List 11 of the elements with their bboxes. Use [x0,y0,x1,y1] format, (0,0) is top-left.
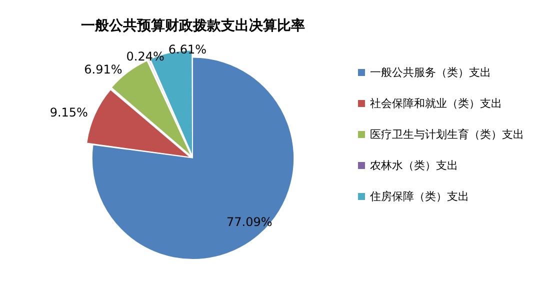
data-label: 6.61% [168,42,207,56]
legend-label: 一般公共服务（类）支出 [370,64,491,80]
legend-label: 住房保障（类）支出 [370,188,469,204]
legend-label: 医疗卫生与计划生育（类）支出 [370,126,524,142]
data-label: 0.24% [126,50,164,64]
data-label: 9.15% [50,106,88,120]
data-label: 77.09% [226,214,272,229]
legend-label: 社会保障和就业（类）支出 [370,96,502,110]
chart-title: 一般公共预算财政拨款支出决算比率 [81,17,305,34]
data-label: 6.91% [84,62,122,76]
legend-label: 农林水（类）支出 [370,158,458,172]
